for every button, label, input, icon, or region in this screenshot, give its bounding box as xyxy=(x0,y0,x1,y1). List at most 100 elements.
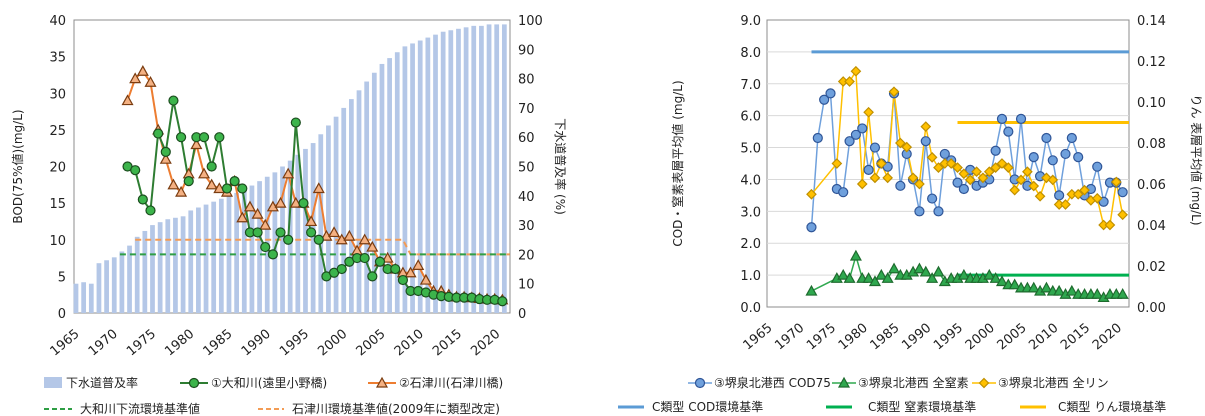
sewer-bar xyxy=(73,283,79,313)
y-tick-label: 1.0 xyxy=(740,269,761,284)
x-tick-label: 1985 xyxy=(868,321,903,354)
y-right-tick-label: 80 xyxy=(518,73,535,88)
cod-point xyxy=(1060,148,1071,160)
legend-label-cod: ③堺泉北港西 COD75 xyxy=(714,376,831,390)
n-point xyxy=(1040,281,1053,293)
y-right-tick-label: 0.12 xyxy=(1137,55,1166,70)
p-point xyxy=(1009,184,1021,196)
y-axis-label: BOD(75%値)(mg/L) xyxy=(10,109,25,223)
yamato-point xyxy=(306,227,317,238)
p-point xyxy=(856,178,868,190)
x-tick-label: 1975 xyxy=(124,327,159,360)
x-tick-label: 2010 xyxy=(1026,321,1061,354)
yamato-point xyxy=(153,128,164,139)
p-point xyxy=(964,174,976,186)
n-point xyxy=(805,284,818,296)
legend-label-cod-standard: C類型 COD環境基準 xyxy=(652,399,763,414)
y-tick-label: 9.0 xyxy=(740,14,761,29)
ishizu-point xyxy=(274,196,287,208)
x-tick-label: 1985 xyxy=(201,327,236,360)
ishizu-point xyxy=(289,196,302,208)
legend-label-yamato-standard: 大和川下流環境基準値 xyxy=(80,401,200,416)
ishizu-point xyxy=(236,211,249,223)
p-point xyxy=(1072,188,1084,200)
n-point xyxy=(849,249,862,261)
yamato-point xyxy=(168,95,179,106)
y-tick-label: 35 xyxy=(49,51,66,66)
y-right-tick-label: 0.04 xyxy=(1137,219,1166,234)
p-point xyxy=(1091,193,1103,204)
sewer-bar xyxy=(341,107,347,314)
ishizu-point xyxy=(343,229,356,241)
y-tick-label: 8.0 xyxy=(740,46,761,61)
y-tick-label: 15 xyxy=(49,197,66,212)
ishizu-point xyxy=(159,152,172,164)
ishizu-point xyxy=(129,72,142,84)
cod-point xyxy=(863,164,874,175)
sewer-bar xyxy=(463,27,469,313)
y-right-tick-label: 0.00 xyxy=(1137,301,1166,316)
y-tick-label: 2.0 xyxy=(740,237,761,252)
y-right-tick-label: 20 xyxy=(518,248,535,263)
yamato-point xyxy=(336,263,347,275)
p-point xyxy=(1079,184,1090,196)
legend-marker-ishizu xyxy=(375,376,389,388)
sewer-bar xyxy=(387,58,392,314)
y-right-tick-label: 50 xyxy=(518,161,535,176)
y-right-tick-label: 0.02 xyxy=(1137,260,1166,275)
legend-swatch-sewer xyxy=(44,377,62,388)
p-point xyxy=(869,172,881,184)
x-tick-label: 1970 xyxy=(86,327,121,360)
sewer-bar xyxy=(150,225,155,313)
n-point xyxy=(1008,278,1021,290)
yamato-point xyxy=(260,241,271,253)
p-point xyxy=(907,172,919,184)
n-point xyxy=(989,272,1002,283)
n-point xyxy=(837,268,850,280)
cod-point xyxy=(825,88,836,99)
n-point xyxy=(932,265,945,277)
y-tick-label: 10 xyxy=(49,234,66,249)
p-point xyxy=(920,121,932,132)
x-tick-label: 2010 xyxy=(392,327,427,360)
cod-point xyxy=(914,206,925,217)
cod-point xyxy=(1041,132,1052,144)
yamato-point xyxy=(313,234,324,245)
cod-point xyxy=(819,94,830,105)
x-tick-label: 1970 xyxy=(772,321,807,354)
x-tick-label: 1965 xyxy=(741,321,776,354)
n-point xyxy=(1091,288,1104,299)
sewer-bar xyxy=(211,201,217,313)
p-point xyxy=(971,166,982,178)
x-tick-label: 2005 xyxy=(995,321,1030,354)
p-point xyxy=(952,162,963,173)
ishizu-point xyxy=(175,185,188,197)
cod-point xyxy=(1073,152,1084,163)
cod-point xyxy=(895,180,906,191)
sewer-bar xyxy=(394,52,400,313)
cod-point xyxy=(990,145,1001,156)
ishizu-point xyxy=(144,76,157,87)
cod-point xyxy=(1054,190,1065,201)
cod-point xyxy=(958,183,969,195)
n-point xyxy=(913,262,926,274)
y-tick-label: 3.0 xyxy=(740,205,761,220)
cod-point xyxy=(850,129,862,140)
y-right-tick-label: 100 xyxy=(518,14,543,29)
p-point xyxy=(888,86,900,98)
yamato-point xyxy=(252,227,263,238)
yamato-point xyxy=(290,117,301,128)
sewer-bar xyxy=(134,236,140,313)
p-point xyxy=(1015,174,1027,186)
y-right-tick-label: 90 xyxy=(518,43,535,58)
cod-point xyxy=(838,187,849,198)
y-right-tick-label: 0.14 xyxy=(1137,14,1166,29)
cod-point xyxy=(1066,132,1077,144)
sewer-bar xyxy=(119,251,125,313)
legend-label-sewer: 下水道普及率 xyxy=(66,375,138,390)
yamato-point xyxy=(137,194,148,205)
legend-label-p: ③堺泉北港西 全リン xyxy=(998,375,1109,390)
p-point xyxy=(806,188,817,200)
y-right-tick-label: 30 xyxy=(518,219,535,234)
